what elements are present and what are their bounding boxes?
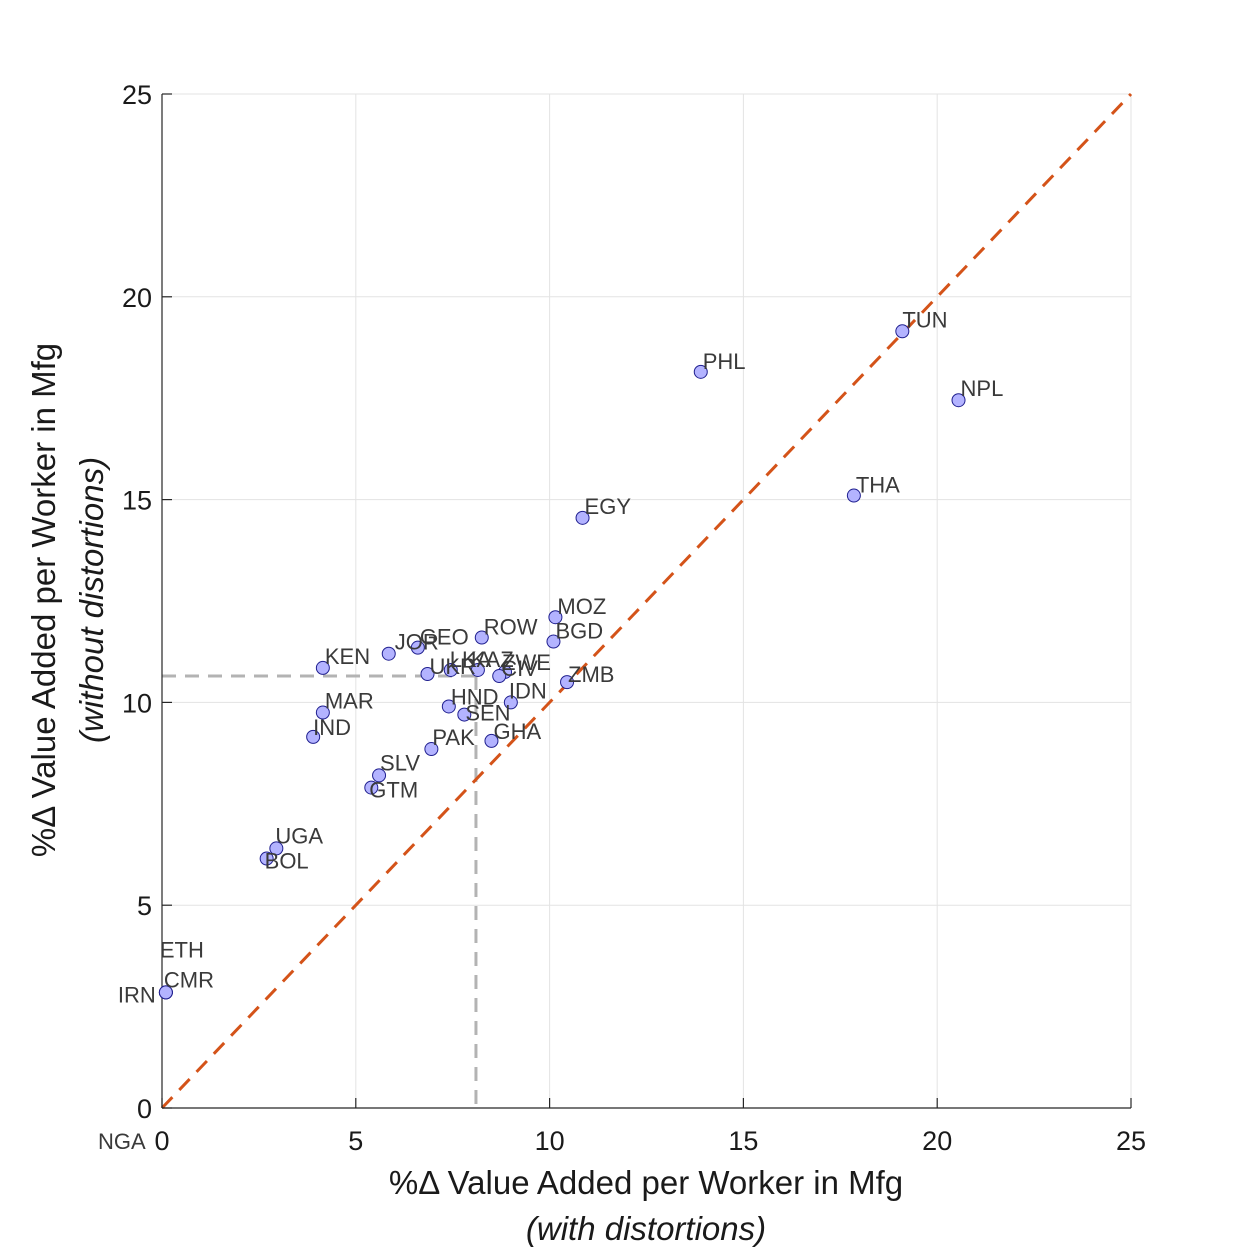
grid (161, 93, 1132, 1109)
point-label-bol: BOL (265, 849, 309, 874)
point-label-moz: MOZ (557, 594, 606, 619)
point-label-npl: NPL (961, 376, 1004, 401)
point-ind (306, 729, 321, 744)
point-label-geo: GEO (420, 625, 469, 650)
point-label-jor: JOR (395, 630, 439, 655)
point-label-bgd: BGD (555, 619, 603, 644)
point-label-civ: CIV (501, 656, 538, 681)
x-tick-label: 0 (154, 1126, 169, 1156)
point-label-tha: THA (856, 473, 900, 498)
point-uga (269, 841, 284, 856)
point-label-kaz: KAZ (471, 647, 514, 672)
y-axis-sublabel: (without distortions) (73, 457, 110, 743)
y-tick-label: 10 (122, 688, 152, 718)
point-sen (457, 707, 472, 722)
point-label-irn: IRN (118, 982, 156, 1007)
point-bol (259, 851, 274, 866)
point-civ (492, 669, 507, 684)
point-pak (424, 742, 439, 757)
point-label-pak: PAK (432, 725, 475, 750)
point-label-row: ROW (484, 615, 538, 640)
point-label-uga: UGA (275, 823, 323, 848)
point-gha (484, 733, 499, 748)
point-bgd (546, 634, 561, 649)
point-row (474, 630, 489, 645)
point-npl (951, 393, 966, 408)
point-label-nga: NGA (98, 1129, 146, 1154)
point-moz (548, 610, 563, 625)
point-zmb (560, 675, 575, 690)
y-tick-label: 20 (122, 283, 152, 313)
y-tick-label: 0 (137, 1094, 152, 1124)
point-jor (381, 646, 396, 661)
point-hnd (441, 699, 456, 714)
point-tun (895, 324, 910, 339)
point-label-phl: PHL (703, 349, 746, 374)
point-label-cmr: CMR (164, 967, 214, 992)
point-ukr (420, 667, 435, 682)
x-tick-label: 15 (728, 1126, 758, 1156)
point-label-zmb: ZMB (568, 662, 614, 687)
point-gtm (364, 780, 379, 795)
point-label-eth: ETH (160, 937, 204, 962)
point-slv (372, 768, 387, 783)
y-axis-label: %Δ Value Added per Worker in Mfg (25, 343, 62, 857)
point-label-ken: KEN (325, 644, 370, 669)
y-tick-label: 15 (122, 486, 152, 516)
point-label-lka: LKA (450, 647, 492, 672)
point-phl (693, 364, 708, 379)
point-idn (503, 695, 518, 710)
point-label-mar: MAR (325, 689, 374, 714)
point-label-egy: EGY (585, 494, 632, 519)
point-label-ind: IND (313, 715, 351, 740)
x-tick-label: 25 (1116, 1126, 1146, 1156)
diagonal-line (160, 92, 1133, 1110)
point-label-zwe: ZWE (502, 650, 551, 675)
point-lka (443, 662, 458, 677)
point-kaz (470, 662, 485, 677)
x-tick-label: 5 (348, 1126, 363, 1156)
point-irn (158, 985, 173, 1000)
point-label-slv: SLV (380, 750, 420, 775)
axes (161, 93, 1132, 1109)
point-label-gha: GHA (493, 719, 541, 744)
x-tick-label: 10 (535, 1126, 565, 1156)
point-ken (315, 660, 330, 675)
point-label-hnd: HND (451, 684, 499, 709)
point-mar (315, 705, 330, 720)
point-label-idn: IDN (509, 678, 547, 703)
x-axis-label: %Δ Value Added per Worker in Mfg (389, 1164, 903, 1201)
reference-lines (162, 674, 478, 1108)
y-tick-label: 5 (137, 891, 152, 921)
y-tick-label: 25 (122, 80, 152, 110)
x-tick-label: 20 (922, 1126, 952, 1156)
diagonal-45-line (160, 92, 1133, 1110)
point-geo (410, 640, 425, 655)
point-label-ukr: UKR (430, 654, 476, 679)
x-axis-sublabel: (with distortions) (526, 1210, 766, 1247)
points (158, 324, 966, 1000)
point-egy (575, 510, 590, 525)
point-label-tun: TUN (902, 307, 947, 332)
point-tha (846, 488, 861, 503)
point-label-gtm: GTM (369, 778, 418, 803)
tick-labels: 0 5 10 15 20 25 0 5 10 15 20 25 (122, 80, 1146, 1156)
point-label-sen: SEN (465, 701, 510, 726)
